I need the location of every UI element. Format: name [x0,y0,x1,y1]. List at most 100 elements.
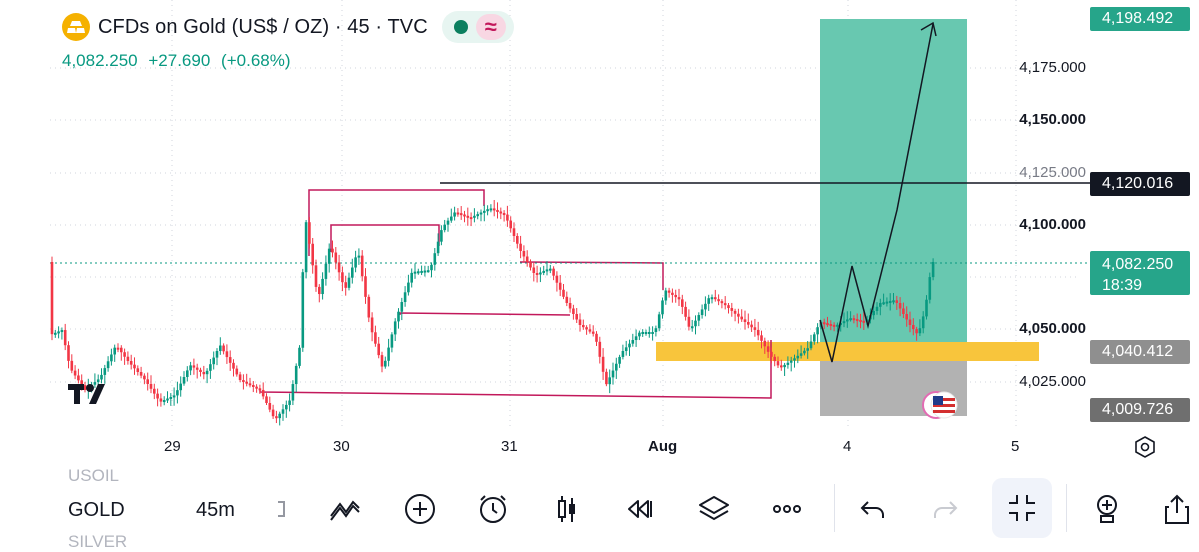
undo-icon[interactable] [856,492,890,526]
candle-body [740,316,743,320]
candle-body [684,306,687,317]
candle-body [601,356,605,372]
candle-body [360,255,364,277]
time-label: 29 [164,438,181,455]
candle-body [575,314,578,320]
symbol-title[interactable]: CFDs on Gold (US$ / OZ) · 45 · TVC [98,15,428,38]
candle-body [506,214,509,221]
candle-body [846,319,849,322]
level-price-tag[interactable]: 4,120.016 [1090,172,1190,196]
candle-body [80,380,83,386]
candle-body [380,355,384,367]
alert-icon[interactable] [476,492,510,526]
add-icon[interactable] [403,492,437,526]
candle-body [410,272,413,283]
us-flag-event-icon[interactable] [922,391,958,419]
candle-body [252,385,255,387]
candle-body [83,385,87,390]
status-pill[interactable]: ≈ [441,11,514,43]
candle-body [123,352,126,357]
candle-body [248,383,252,386]
candle-body [529,262,532,268]
target-price-tag[interactable]: 4,198.492 [1090,7,1190,31]
entry-price-tag[interactable]: 4,040.412 [1090,340,1190,364]
symbol-list-item[interactable]: SILVER [68,532,128,551]
candle-body [347,277,351,288]
price-chart[interactable] [0,0,1199,470]
stop-price-tag[interactable]: 4,009.726 [1090,398,1190,422]
interval-selector[interactable]: 45m [196,499,235,521]
candle-body [879,302,882,307]
candle-body [885,301,889,304]
replay-icon[interactable] [624,492,658,526]
wave-icon[interactable]: ≈ [475,14,506,40]
candle-body [285,404,288,410]
candle-body [582,325,585,328]
symbol-header[interactable]: CFDs on Gold (US$ / OZ) · 45 · TVC ≈ [62,10,514,44]
candle-body [542,270,545,273]
candles-icon[interactable] [550,492,584,526]
candle-body [687,316,691,327]
candle-body [351,267,354,278]
projection-path[interactable] [819,23,934,363]
candle-body [799,353,803,356]
candle-body [321,278,324,295]
candle-body [400,302,404,312]
candle-body [436,241,440,254]
candle-body [357,255,361,258]
symbol-list-item[interactable]: USOIL [68,466,120,485]
candle-body [60,330,64,333]
candle-body [902,308,905,314]
chart-type-icon[interactable] [272,492,306,526]
active-symbol[interactable]: GOLD [68,499,125,521]
candle-body [324,263,328,279]
candle-body [849,318,852,321]
redo-icon[interactable] [928,492,962,526]
more-icon[interactable] [770,492,804,526]
candle-body [723,303,727,306]
candle-body [374,332,377,344]
candle-body [420,270,423,273]
range-boxes[interactable] [259,189,772,399]
axis-label: 4,175.000 [1019,59,1086,76]
support-zone[interactable] [656,342,1039,361]
candle-body [205,370,209,375]
candle-body [235,368,239,375]
time-label: 30 [333,438,350,455]
draw-icon[interactable] [328,492,362,526]
candle-body [813,334,816,342]
share-icon[interactable] [1160,492,1194,526]
toolbar-divider [1066,484,1067,532]
time-label: 4 [843,438,852,455]
candle-body [473,215,476,218]
indicators-icon[interactable] [1090,492,1124,526]
time-label: Aug [648,438,678,455]
candle-body [727,305,730,309]
candle-body [750,324,753,328]
fullscreen-exit-button[interactable] [992,478,1052,538]
candle-body [674,294,677,298]
candle-body [390,334,394,348]
candle-body [763,340,767,347]
candle-body [215,351,219,358]
candle-body [789,360,793,363]
market-open-dot-icon [453,20,468,34]
current-price-tag[interactable]: 4,082.250 18:39 [1090,251,1190,295]
candle-body [486,209,489,212]
chart-settings-icon[interactable] [1134,436,1156,458]
candle-body [747,322,750,325]
candle-body [499,211,503,214]
candle-body [753,327,757,330]
candle-body [595,333,598,342]
layers-icon[interactable] [697,492,731,526]
candle-body [535,273,539,275]
candle-body [618,356,621,364]
candle-body [822,322,826,325]
candle-body [588,329,592,332]
tradingview-logo-icon [68,382,112,411]
candle-body [839,322,842,325]
toolbar-divider [834,484,835,532]
candle-body [397,311,400,322]
price-change: +27.690 [148,51,211,70]
candle-body [139,372,143,376]
